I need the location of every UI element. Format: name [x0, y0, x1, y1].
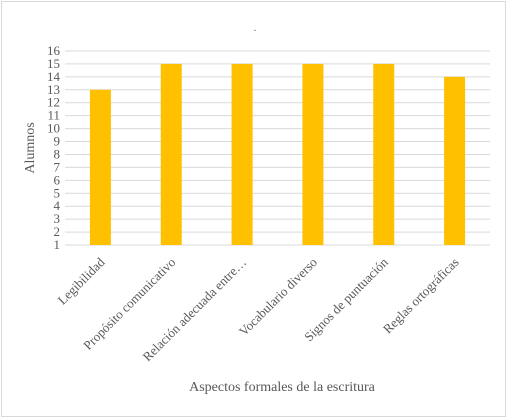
y-tick-label: 16 — [47, 43, 61, 58]
bar — [302, 63, 324, 245]
bar — [231, 63, 253, 245]
y-tick-label: 3 — [54, 211, 61, 226]
y-tick-label: 13 — [47, 82, 60, 97]
x-axis-title: Aspectos formales de la escritura — [189, 380, 376, 395]
y-tick-label: 5 — [54, 185, 61, 200]
y-tick-label: 1 — [54, 237, 61, 252]
x-category-label: Reglas ortográficas — [380, 255, 462, 337]
y-tick-label: 12 — [47, 95, 60, 110]
y-tick-label: 11 — [47, 108, 60, 123]
bar — [160, 63, 182, 245]
y-tick-label: 7 — [54, 159, 61, 174]
chart-title: . — [254, 23, 257, 34]
gridlines — [65, 50, 490, 246]
x-category-label: Legibilidad — [55, 254, 108, 307]
y-tick-label: 2 — [54, 224, 61, 239]
y-tick-label: 8 — [54, 146, 61, 161]
bar — [89, 89, 111, 245]
y-tick-label: 6 — [54, 172, 61, 187]
bar — [444, 76, 466, 245]
y-axis-title: Alumnos — [23, 122, 38, 173]
y-tick-label: 9 — [54, 134, 61, 149]
y-tick-label: 15 — [47, 56, 60, 71]
bars — [89, 63, 466, 245]
y-tick-label: 14 — [47, 69, 61, 84]
y-tick-label: 4 — [54, 198, 61, 213]
y-tick-label: 10 — [47, 121, 60, 136]
bar — [373, 63, 395, 245]
